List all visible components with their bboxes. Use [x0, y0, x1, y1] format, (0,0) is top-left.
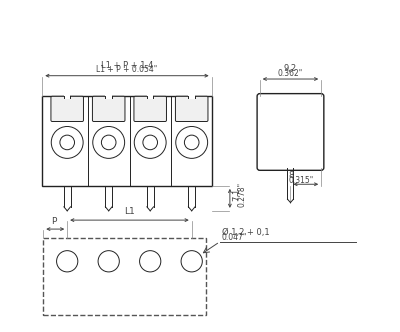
- FancyBboxPatch shape: [92, 96, 125, 122]
- Text: L1 + P + 0.054": L1 + P + 0.054": [96, 65, 158, 74]
- Bar: [42, 96, 212, 186]
- Circle shape: [93, 126, 125, 158]
- Bar: [64, 93, 70, 99]
- Circle shape: [134, 126, 166, 158]
- Bar: [43, 238, 206, 315]
- Bar: [106, 93, 112, 99]
- Text: 0.362": 0.362": [278, 69, 303, 78]
- Circle shape: [176, 126, 208, 158]
- Bar: [188, 93, 195, 99]
- FancyBboxPatch shape: [51, 96, 84, 122]
- FancyBboxPatch shape: [176, 96, 208, 122]
- Bar: [147, 93, 154, 99]
- Text: L1: L1: [124, 207, 135, 216]
- Text: Ø 1,2 + 0,1: Ø 1,2 + 0,1: [222, 228, 269, 237]
- Circle shape: [51, 126, 83, 158]
- Circle shape: [181, 251, 202, 272]
- Circle shape: [56, 251, 78, 272]
- Circle shape: [98, 251, 119, 272]
- FancyBboxPatch shape: [134, 96, 166, 122]
- Text: P: P: [51, 217, 56, 226]
- Circle shape: [140, 251, 161, 272]
- Text: 0.047": 0.047": [222, 233, 247, 242]
- Circle shape: [101, 135, 116, 150]
- Text: L1 + P + 1,4: L1 + P + 1,4: [101, 61, 153, 70]
- Circle shape: [184, 135, 199, 150]
- Text: 0.315": 0.315": [288, 176, 314, 185]
- Text: 0.278": 0.278": [237, 182, 246, 207]
- FancyBboxPatch shape: [257, 94, 324, 170]
- Circle shape: [143, 135, 158, 150]
- Text: 7,1: 7,1: [232, 188, 242, 201]
- Circle shape: [60, 135, 74, 150]
- Text: 9,2: 9,2: [284, 64, 297, 73]
- Text: 8: 8: [288, 171, 294, 180]
